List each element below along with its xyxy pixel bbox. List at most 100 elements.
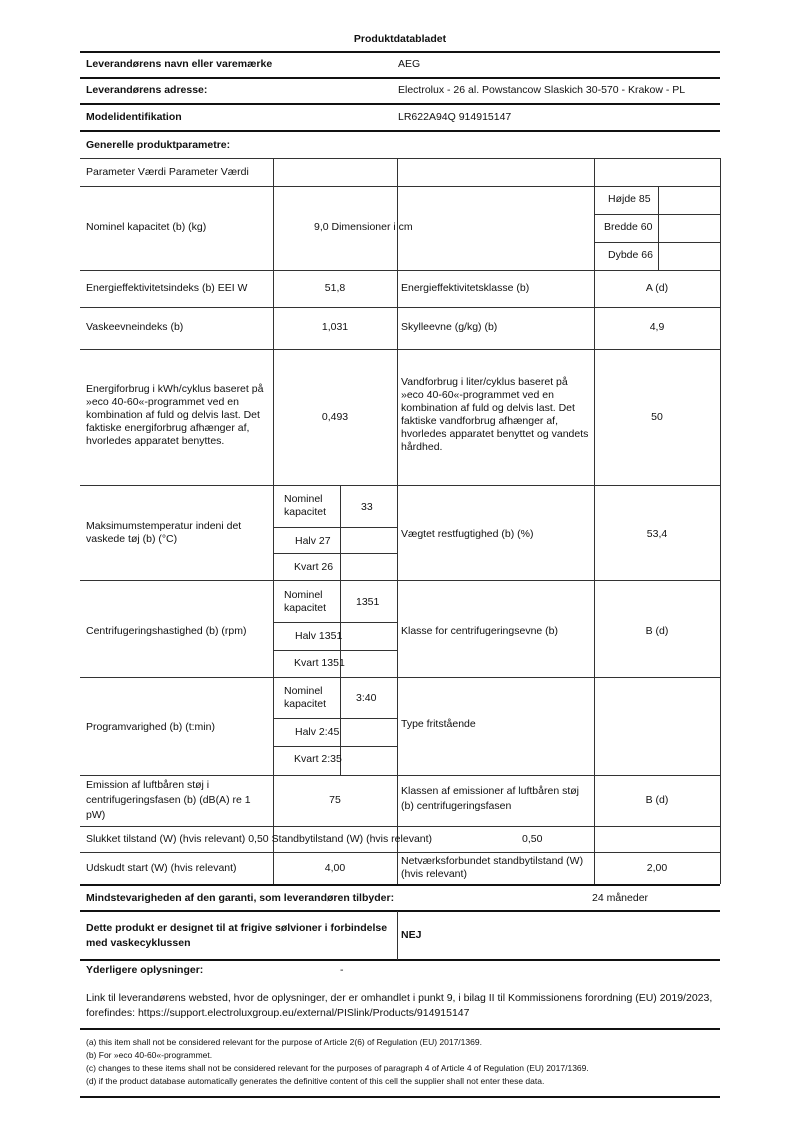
height-value: Højde 85: [608, 193, 651, 205]
model-id: LR622A94Q 914915147: [398, 111, 512, 123]
energy-class: A (d): [645, 282, 669, 294]
additional-info-label: Yderligere oplysninger:: [86, 964, 204, 976]
supplier-link-text: Link til leverandørens websted, hvor de …: [86, 992, 713, 1019]
spin-quarter: Kvart 1351: [294, 657, 345, 669]
footnote-b: (b) For »eco 40-60«-programmet.: [86, 1050, 213, 1060]
grid-line: [273, 158, 274, 884]
divider: [80, 103, 720, 105]
page-title: Produktdatabladet: [353, 33, 447, 45]
duration-label: Programvarighed (b) (t:min): [86, 721, 215, 733]
spin-nominal-label: Nominel kapacitet: [284, 589, 327, 614]
grid-line: [80, 910, 720, 912]
additional-info-value: -: [340, 964, 344, 976]
type-label: Type fritstående: [401, 718, 476, 730]
moisture-value: 53,4: [646, 528, 668, 540]
grid-line: [80, 826, 720, 827]
eei-label: Energieffektivitetsindeks (b) EEI W: [86, 282, 248, 294]
delay-start-value: 4,00: [324, 862, 346, 874]
noise-class-label: Klassen af emissioner af luftbåren støj …: [401, 785, 579, 812]
grid-line: [594, 242, 720, 243]
grid-line: [80, 959, 720, 961]
grid-line: [594, 214, 720, 215]
grid-line: [720, 158, 721, 884]
divider: [80, 51, 720, 53]
temp-half: Halv 27: [295, 535, 331, 547]
spin-label: Centrifugeringshastighed (b) (rpm): [86, 625, 247, 637]
energy-class-label: Energieffektivitetsklasse (b): [401, 282, 530, 294]
warranty-label: Mindstevarigheden af den garanti, som le…: [86, 892, 395, 904]
grid-line: [397, 158, 398, 884]
wash-label: Vaskeevneindeks (b): [86, 321, 184, 333]
temp-label: Maksimumstemperatur indeni det vaskede t…: [86, 520, 242, 545]
table-header: Parameter Værdi Parameter Værdi: [86, 166, 249, 178]
off-mode-label: Slukket tilstand (W) (hvis relevant) 0,5…: [86, 833, 433, 845]
noise-label: Emission af luftbåren støj i centrifuger…: [86, 779, 251, 821]
grid-line: [80, 307, 720, 308]
energy-consumption-value: 0,493: [321, 411, 349, 423]
grid-line: [80, 852, 720, 853]
supplier-name: AEG: [398, 58, 421, 70]
divider: [80, 130, 720, 132]
grid-line: [80, 349, 720, 350]
spin-nominal: 1351: [356, 596, 380, 608]
grid-line: [80, 158, 720, 159]
grid-line: [340, 485, 341, 775]
capacity-label: Nominel kapacitet (b) (kg): [86, 221, 207, 233]
silver-ions-value: NEJ: [401, 929, 422, 941]
network-standby-value: 2,00: [646, 862, 668, 874]
rinse-label: Skylleevne (g/kg) (b): [401, 321, 498, 333]
supplier-name-label: Leverandørens navn eller varemærke: [86, 58, 273, 70]
duration-nominal: 3:40: [356, 692, 377, 704]
duration-half: Halv 2:45: [295, 726, 340, 738]
duration-nominal-label: Nominel kapacitet: [284, 685, 327, 710]
spin-half: Halv 1351: [295, 630, 343, 642]
grid-line: [594, 158, 595, 884]
grid-line: [80, 677, 720, 678]
wash-value: 1,031: [321, 321, 349, 333]
grid-line: [273, 718, 397, 719]
width-value: Bredde 60: [604, 221, 653, 233]
grid-line: [273, 746, 397, 747]
temp-nominal-label: Nominel kapacitet: [284, 493, 327, 518]
grid-line: [80, 775, 720, 776]
grid-line: [397, 911, 398, 960]
water-consumption-value: 50: [651, 411, 663, 423]
divider: [80, 77, 720, 79]
moisture-label: Vægtet restfugtighed (b) (%): [401, 528, 534, 540]
network-standby-label: Netværksforbundet standbytilstand (W) (h…: [401, 855, 584, 880]
supplier-address-label: Leverandørens adresse:: [86, 84, 208, 96]
supplier-address: Electrolux - 26 al. Powstancow Slaskich …: [398, 84, 686, 96]
warranty-value: 24 måneder: [592, 892, 649, 904]
footnote-d: (d) if the product database automaticall…: [86, 1076, 545, 1086]
general-params-label: Generelle produktparametre:: [86, 139, 231, 151]
temp-quarter: Kvart 26: [294, 561, 334, 573]
standby-value: 0,50: [522, 833, 543, 845]
grid-line: [80, 580, 720, 581]
spin-class: B (d): [645, 625, 669, 637]
grid-line: [80, 884, 720, 886]
grid-line: [80, 485, 720, 486]
capacity-value: 9,0 Dimensioner i cm: [314, 221, 413, 233]
grid-line: [273, 527, 397, 528]
duration-quarter: Kvart 2:35: [294, 753, 342, 765]
grid-line: [273, 553, 397, 554]
grid-line: [80, 1096, 720, 1098]
eei-value: 51,8: [324, 282, 346, 294]
grid-line: [80, 186, 720, 187]
noise-value: 75: [329, 794, 341, 806]
noise-class: B (d): [645, 794, 669, 806]
grid-line: [273, 622, 397, 623]
spin-class-label: Klasse for centrifugeringsevne (b): [401, 625, 558, 637]
temp-nominal: 33: [361, 501, 373, 513]
grid-line: [658, 186, 659, 270]
footnote-c: (c) changes to these items shall not be …: [86, 1063, 589, 1073]
footnote-a: (a) this item shall not be considered re…: [86, 1037, 482, 1047]
delay-start-label: Udskudt start (W) (hvis relevant): [86, 862, 237, 874]
model-label: Modelidentifikation: [86, 111, 182, 123]
water-consumption-label: Vandforbrug i liter/cyklus baseret på »e…: [401, 376, 589, 453]
rinse-value: 4,9: [649, 321, 665, 333]
depth-value: Dybde 66: [608, 249, 653, 261]
grid-line: [273, 650, 397, 651]
energy-consumption-label: Energiforbrug i kWh/cyklus baseret på »e…: [86, 383, 264, 447]
